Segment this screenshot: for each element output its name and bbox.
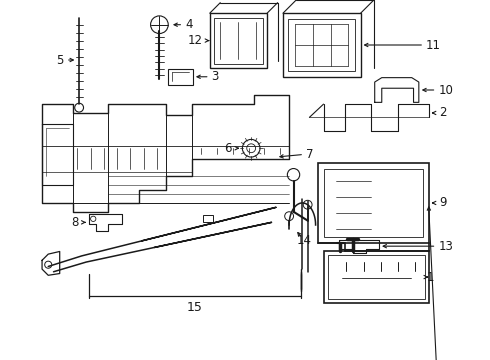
Bar xyxy=(318,163,429,243)
Bar xyxy=(324,252,429,303)
Bar xyxy=(214,18,263,63)
Text: 2: 2 xyxy=(439,107,446,120)
Text: 15: 15 xyxy=(187,301,203,314)
Text: 5: 5 xyxy=(56,54,63,67)
Bar xyxy=(203,215,213,222)
Text: 9: 9 xyxy=(439,197,446,210)
Bar xyxy=(288,18,355,72)
Text: 13: 13 xyxy=(439,240,454,253)
Bar xyxy=(168,69,193,85)
Bar xyxy=(210,13,267,68)
Text: 7: 7 xyxy=(306,148,314,161)
Text: 10: 10 xyxy=(439,84,454,96)
Text: 12: 12 xyxy=(188,34,203,47)
Text: 3: 3 xyxy=(212,70,219,83)
Bar xyxy=(283,13,361,77)
Text: 14: 14 xyxy=(296,234,312,247)
Bar xyxy=(328,255,425,299)
Text: 1: 1 xyxy=(427,271,434,284)
Bar xyxy=(42,123,73,185)
Bar xyxy=(323,168,423,237)
Text: 4: 4 xyxy=(185,18,193,31)
Text: 8: 8 xyxy=(72,216,79,229)
Text: 6: 6 xyxy=(224,142,232,155)
Text: 11: 11 xyxy=(426,39,441,51)
